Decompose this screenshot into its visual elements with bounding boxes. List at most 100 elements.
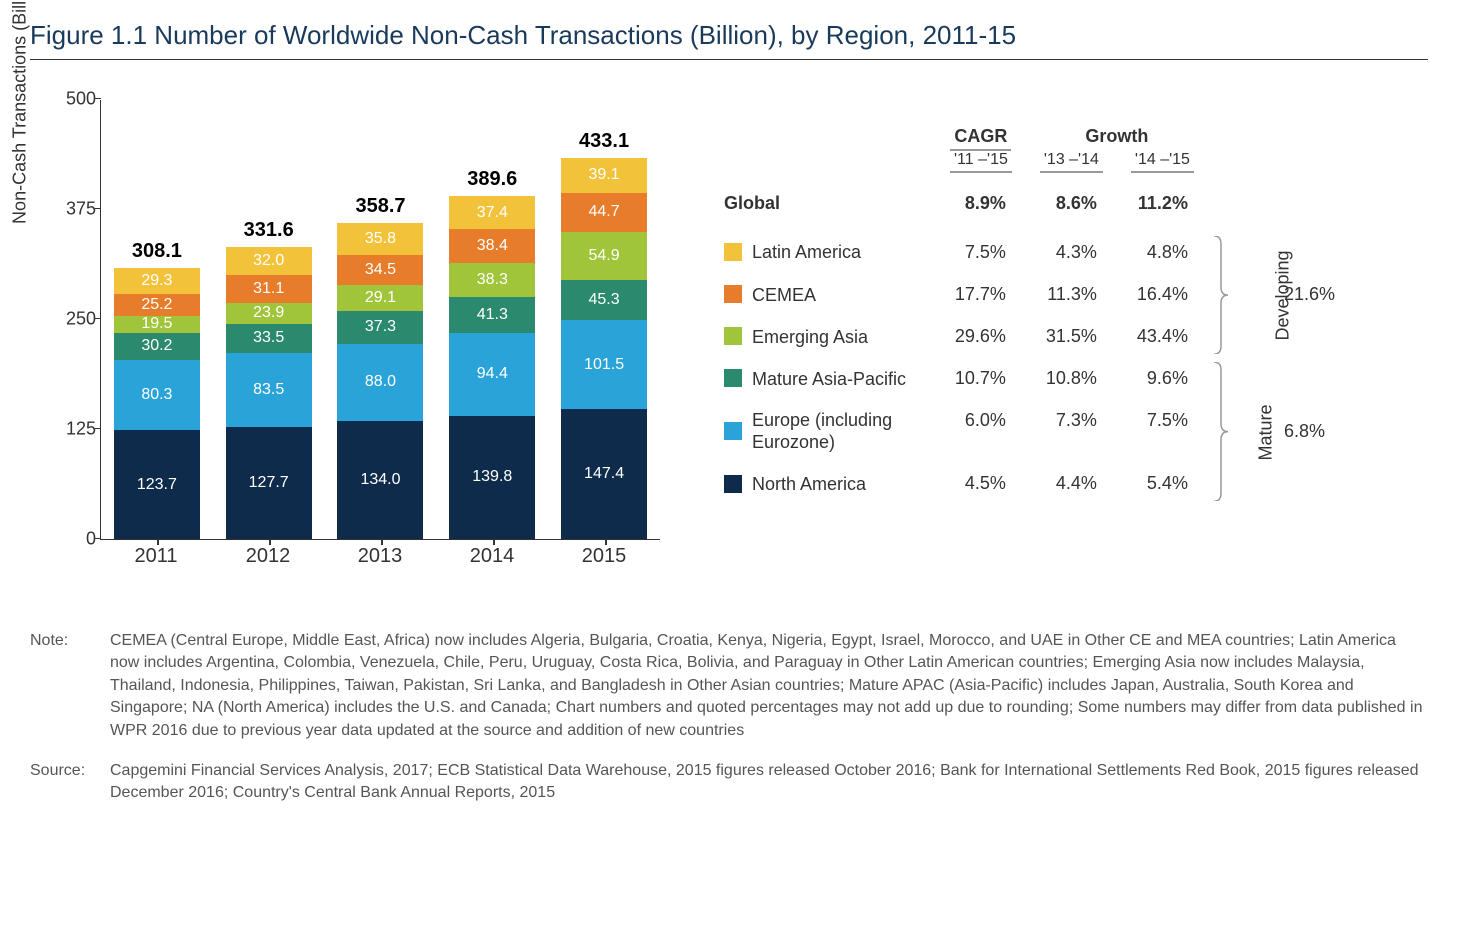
table-header-top: CAGR Growth bbox=[710, 120, 1208, 151]
bracket-value-label: 21.6% bbox=[1284, 284, 1335, 305]
table-row: North America 4.5%4.4%5.4% bbox=[710, 463, 1208, 505]
value-cell: 16.4% bbox=[1117, 274, 1208, 316]
bar-segment-north_america: 123.7 bbox=[114, 430, 200, 539]
value-cell: 31.5% bbox=[1026, 316, 1117, 358]
region-cell: Europe (including Eurozone) bbox=[710, 400, 936, 463]
bar-segment-europe: 83.5 bbox=[226, 353, 312, 426]
x-axis-labels: 20112012201320142015 bbox=[100, 545, 660, 568]
header-growth-p1: '13 –'14 bbox=[1040, 151, 1103, 173]
bar-segment-mature_apac: 37.3 bbox=[337, 311, 423, 344]
note-text: CEMEA (Central Europe, Middle East, Afri… bbox=[110, 630, 1428, 742]
bars-wrap: 123.780.330.219.525.229.3308.1127.783.53… bbox=[101, 100, 660, 539]
bar-segment-north_america: 147.4 bbox=[561, 409, 647, 539]
header-growth: Growth bbox=[1085, 126, 1148, 146]
table-row: Emerging Asia 29.6%31.5%43.4% bbox=[710, 316, 1208, 358]
bar-segment-emerging_asia: 38.3 bbox=[449, 263, 535, 297]
chart-plot: 123.780.330.219.525.229.3308.1127.783.53… bbox=[100, 100, 660, 540]
table-row: Mature Asia-Pacific10.7%10.8%9.6% bbox=[710, 358, 1208, 400]
bar-segment-europe: 101.5 bbox=[561, 320, 647, 409]
global-g2: 11.2% bbox=[1117, 179, 1208, 232]
region-cell: Emerging Asia bbox=[710, 316, 936, 358]
value-cell: 29.6% bbox=[936, 316, 1026, 358]
region-cell: Mature Asia-Pacific bbox=[710, 358, 936, 400]
color-swatch bbox=[724, 285, 742, 303]
table-row: CEMEA17.7%11.3%16.4% bbox=[710, 274, 1208, 316]
value-cell: 4.4% bbox=[1026, 463, 1117, 505]
bar-segment-mature_apac: 30.2 bbox=[114, 333, 200, 360]
bar-segment-north_america: 127.7 bbox=[226, 427, 312, 539]
y-tick-mark bbox=[95, 428, 101, 430]
color-swatch bbox=[724, 243, 742, 261]
y-tick-mark bbox=[95, 98, 101, 100]
value-cell: 9.6% bbox=[1117, 358, 1208, 400]
bar-segment-europe: 88.0 bbox=[337, 344, 423, 421]
bar-segment-emerging_asia: 23.9 bbox=[226, 303, 312, 324]
bar-segment-emerging_asia: 19.5 bbox=[114, 316, 200, 333]
note-label: Note: bbox=[30, 630, 110, 742]
value-cell: 7.3% bbox=[1026, 400, 1117, 463]
color-swatch bbox=[724, 327, 742, 345]
source-text: Capgemini Financial Services Analysis, 2… bbox=[110, 760, 1428, 805]
y-tick-label: 375 bbox=[51, 199, 96, 220]
header-growth-p2: '14 –'15 bbox=[1131, 151, 1194, 173]
value-cell: 4.5% bbox=[936, 463, 1026, 505]
bar-column: 123.780.330.219.525.229.3308.1 bbox=[114, 268, 200, 539]
bar-segment-mature_apac: 33.5 bbox=[226, 324, 312, 353]
title-rule bbox=[30, 59, 1428, 60]
bar-column: 139.894.441.338.338.437.4389.6 bbox=[449, 196, 535, 539]
bar-segment-emerging_asia: 54.9 bbox=[561, 232, 647, 280]
region-label: North America bbox=[752, 474, 866, 496]
bar-segment-latin_america: 29.3 bbox=[114, 268, 200, 294]
value-cell: 7.5% bbox=[936, 232, 1026, 274]
x-axis-label: 2011 bbox=[113, 545, 199, 568]
figure-title: Figure 1.1 Number of Worldwide Non-Cash … bbox=[30, 20, 1428, 51]
value-cell: 17.7% bbox=[936, 274, 1026, 316]
x-axis-label: 2012 bbox=[225, 545, 311, 568]
bar-total-label: 331.6 bbox=[226, 219, 312, 242]
source-label: Source: bbox=[30, 760, 110, 805]
y-tick-label: 0 bbox=[51, 529, 96, 550]
bar-segment-north_america: 139.8 bbox=[449, 416, 535, 539]
value-cell: 6.0% bbox=[936, 400, 1026, 463]
value-cell: 4.8% bbox=[1117, 232, 1208, 274]
bracket-icon bbox=[1214, 236, 1234, 354]
source-row: Source: Capgemini Financial Services Ana… bbox=[30, 760, 1428, 805]
region-cell: North America bbox=[710, 463, 936, 505]
bar-segment-cemea: 38.4 bbox=[449, 229, 535, 263]
growth-table: CAGR Growth '11 –'15 '13 –'14 '14 –'15 G… bbox=[710, 120, 1208, 505]
y-tick-mark bbox=[95, 208, 101, 210]
global-cagr: 8.9% bbox=[936, 179, 1026, 232]
bar-segment-europe: 94.4 bbox=[449, 333, 535, 416]
color-swatch bbox=[724, 422, 742, 440]
value-cell: 11.3% bbox=[1026, 274, 1117, 316]
bar-total-label: 389.6 bbox=[449, 168, 535, 191]
bar-total-label: 433.1 bbox=[561, 130, 647, 153]
region-label: Mature Asia-Pacific bbox=[752, 369, 906, 391]
bar-segment-cemea: 31.1 bbox=[226, 275, 312, 302]
bar-column: 147.4101.545.354.944.739.1433.1 bbox=[561, 158, 647, 539]
y-tick-label: 125 bbox=[51, 419, 96, 440]
bar-segment-mature_apac: 45.3 bbox=[561, 280, 647, 320]
region-label: Emerging Asia bbox=[752, 327, 868, 349]
value-cell: 5.4% bbox=[1117, 463, 1208, 505]
y-axis-label: Non-Cash Transactions (Billion) bbox=[10, 0, 31, 224]
bracket-group-label: Mature bbox=[1255, 404, 1276, 460]
note-row: Note: CEMEA (Central Europe, Middle East… bbox=[30, 630, 1428, 742]
region-cell: CEMEA bbox=[710, 274, 936, 316]
bar-segment-emerging_asia: 29.1 bbox=[337, 285, 423, 311]
table-row: Latin America7.5%4.3%4.8% bbox=[710, 232, 1208, 274]
value-cell: 10.8% bbox=[1026, 358, 1117, 400]
bar-segment-cemea: 44.7 bbox=[561, 193, 647, 232]
bar-segment-latin_america: 32.0 bbox=[226, 247, 312, 275]
bracket-icon bbox=[1214, 362, 1234, 501]
bar-segment-latin_america: 35.8 bbox=[337, 223, 423, 255]
value-cell: 43.4% bbox=[1117, 316, 1208, 358]
color-swatch bbox=[724, 475, 742, 493]
chart-area: Non-Cash Transactions (Billion) 123.780.… bbox=[30, 90, 670, 590]
region-label: Latin America bbox=[752, 242, 861, 264]
growth-table-area: CAGR Growth '11 –'15 '13 –'14 '14 –'15 G… bbox=[710, 90, 1428, 505]
header-cagr-period: '11 –'15 bbox=[950, 151, 1012, 173]
color-swatch bbox=[724, 369, 742, 387]
table-row-global: Global 8.9% 8.6% 11.2% bbox=[710, 179, 1208, 232]
notes-section: Note: CEMEA (Central Europe, Middle East… bbox=[30, 630, 1428, 805]
